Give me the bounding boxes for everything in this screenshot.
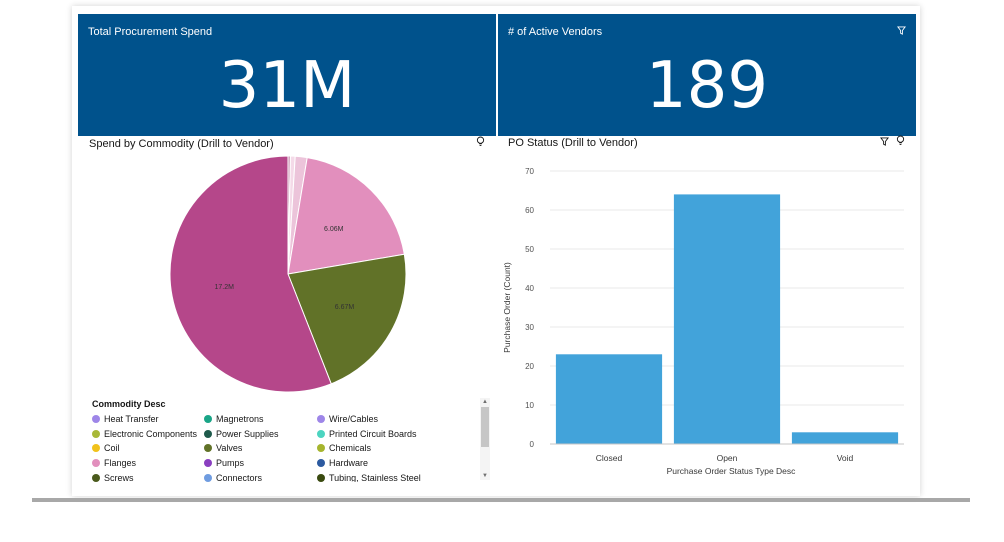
y-tick-label: 10 (525, 401, 534, 410)
legend-swatch (317, 415, 325, 424)
legend-label: Wire/Cables (329, 414, 379, 425)
y-tick-label: 70 (525, 167, 534, 176)
legend-item[interactable]: Hardware (317, 456, 484, 471)
legend-swatch (204, 415, 212, 424)
scroll-down-icon[interactable]: ▼ (482, 473, 488, 479)
pie-slice-heat-transfer[interactable] (169, 155, 332, 393)
scroll-up-icon[interactable]: ▲ (482, 399, 488, 405)
x-tick-label: Void (837, 453, 854, 463)
legend-swatch (92, 429, 100, 438)
pie-slice-valves[interactable] (287, 253, 407, 385)
legend-label: Printed Circuit Boards (329, 428, 417, 439)
bar-open[interactable] (673, 194, 781, 444)
kpi-active-vendors[interactable]: # of Active Vendors 189 (498, 14, 916, 136)
lightbulb-icon[interactable] (476, 134, 485, 152)
legend-swatch (317, 444, 325, 453)
legend-label: Valves (216, 443, 243, 454)
divider (32, 498, 970, 502)
x-tick-label: Closed (596, 453, 623, 463)
legend-label: Pumps (216, 458, 245, 469)
kpi-vendors-title: # of Active Vendors (508, 26, 603, 38)
legend-swatch (317, 459, 325, 468)
legend-title: Commodity Desc (92, 399, 166, 409)
legend-item[interactable]: Chemicals (317, 441, 484, 456)
legend-swatch (92, 459, 100, 468)
legend-swatch (92, 473, 100, 482)
legend-swatch (92, 415, 100, 424)
filter-icon[interactable] (880, 133, 889, 151)
legend-swatch (204, 473, 212, 482)
legend-label: Connectors (216, 472, 263, 482)
legend-item[interactable]: Valves (204, 441, 317, 456)
lightbulb-icon[interactable] (896, 133, 905, 151)
legend-item[interactable]: Heat Transfer (92, 412, 204, 427)
legend-label: Heat Transfer (104, 414, 159, 425)
y-tick-label: 50 (525, 245, 534, 254)
pie-chart[interactable]: 6.06M 6.67M 17.2M (168, 154, 408, 394)
kpi-vendors-value: 189 (645, 49, 769, 123)
legend-item[interactable]: Screws (92, 470, 204, 482)
legend-scrollbar[interactable]: ▲ ▼ (480, 398, 490, 480)
legend-label: Hardware (329, 458, 369, 469)
legend: Heat Transfer Magnetrons Wire/Cables Electr… (92, 412, 484, 482)
legend-label: Electronic Components (104, 428, 198, 439)
y-axis-title: Purchase Order (Count) (502, 262, 512, 353)
y-tick-label: 60 (525, 206, 534, 215)
y-tick-label: 0 (530, 440, 535, 449)
bar-chart[interactable]: 0 10 20 30 40 50 60 70 Closed Open Void Purchase Or… (498, 156, 918, 486)
dashboard-canvas: Total Procurement Spend 31M # of Active … (72, 6, 920, 496)
kpi-spend-title: Total Procurement Spend (88, 26, 213, 38)
pie-slice-flanges[interactable] (287, 157, 405, 275)
legend-label: Flanges (104, 458, 137, 469)
scrollbar-thumb[interactable] (481, 407, 489, 447)
legend-item[interactable]: Wire/Cables (317, 412, 484, 427)
legend-item[interactable]: Magnetrons (204, 412, 317, 427)
kpi-spend-value: 31M (218, 49, 356, 123)
legend-item[interactable]: Flanges (92, 456, 204, 471)
x-tick-label: Open (717, 453, 738, 463)
pie-card-title: Spend by Commodity (Drill to Vendor) (89, 138, 274, 150)
legend-swatch (204, 444, 212, 453)
pie-data-label: 6.67M (335, 304, 355, 311)
bar-void[interactable] (791, 432, 899, 444)
bar-card-title: PO Status (Drill to Vendor) (508, 137, 638, 149)
legend-label: Magnetrons (216, 414, 264, 425)
legend-item[interactable]: Electronic Components (92, 427, 204, 442)
pie-data-label: 6.06M (324, 226, 344, 233)
bar-closed[interactable] (555, 354, 663, 444)
y-tick-label: 30 (525, 323, 534, 332)
legend-item[interactable]: Coil (92, 441, 204, 456)
y-tick-label: 40 (525, 284, 534, 293)
legend-label: Screws (104, 472, 134, 482)
legend-swatch (317, 473, 325, 482)
y-tick-label: 20 (525, 362, 534, 371)
x-axis-title: Purchase Order Status Type Desc (667, 466, 797, 476)
legend-swatch (204, 459, 212, 468)
legend-item[interactable]: Printed Circuit Boards (317, 427, 484, 442)
filter-icon[interactable] (897, 22, 906, 40)
legend-label: Power Supplies (216, 428, 279, 439)
legend-label: Chemicals (329, 443, 372, 454)
legend-label: Coil (104, 443, 120, 454)
legend-label: Tubing, Stainless Steel (329, 472, 421, 482)
legend-item[interactable]: Power Supplies (204, 427, 317, 442)
legend-swatch (317, 429, 325, 438)
kpi-total-procurement-spend[interactable]: Total Procurement Spend 31M (78, 14, 496, 136)
legend-item[interactable]: Pumps (204, 456, 317, 471)
legend-swatch (92, 444, 100, 453)
pie-data-label: 17.2M (215, 284, 235, 291)
legend-swatch (204, 429, 212, 438)
legend-item[interactable]: Tubing, Stainless Steel (317, 470, 484, 482)
legend-item[interactable]: Connectors (204, 470, 317, 482)
